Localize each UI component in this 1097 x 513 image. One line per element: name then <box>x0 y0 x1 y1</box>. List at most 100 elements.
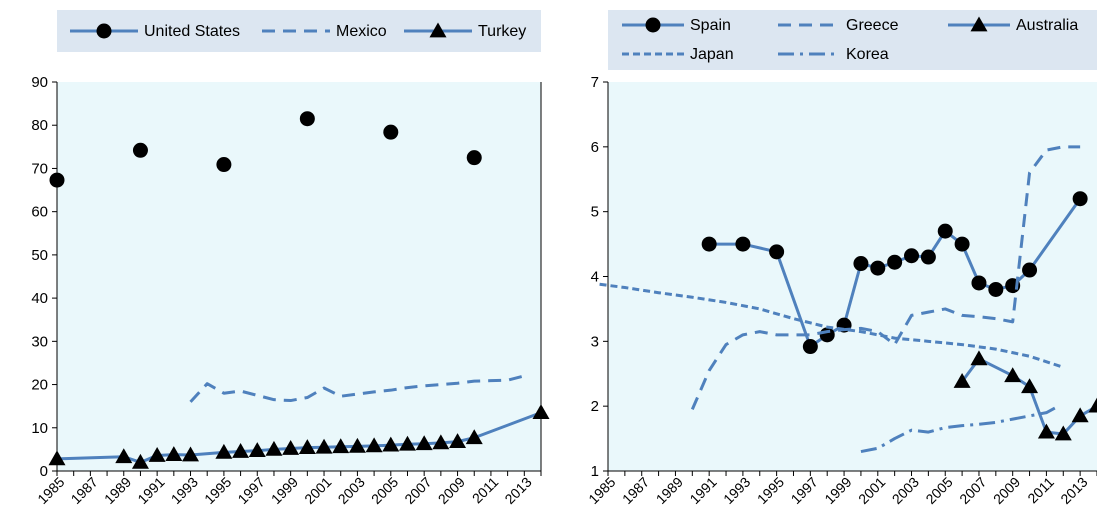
y-tick-label: 90 <box>31 74 48 91</box>
series-spain <box>701 191 1088 355</box>
data-point-turkey <box>131 453 149 469</box>
data-point-australia <box>1037 423 1055 439</box>
data-point-turkey <box>398 435 416 451</box>
data-point-turkey <box>365 437 383 453</box>
series-line-mexico <box>189 374 525 403</box>
y-tick-label: 0 <box>40 463 48 480</box>
data-point-australia <box>1071 407 1089 423</box>
data-point-spain <box>904 248 920 264</box>
data-point-turkey <box>415 435 433 451</box>
data-point-spain <box>1022 262 1038 278</box>
legend-item-turkey: Turkey <box>404 22 526 40</box>
chart-panel-left: United States Mexico Turkey 0 10 20 30 40 50 60 7… <box>31 10 550 507</box>
data-point-turkey <box>432 434 450 450</box>
data-point-spain <box>853 256 869 272</box>
y-tick-label: 50 <box>31 247 48 264</box>
series-greece <box>690 145 1081 411</box>
x-tick-label: 1995 <box>754 474 787 507</box>
data-point-turkey <box>182 446 200 462</box>
data-point-spain <box>920 249 936 265</box>
series-line-korea <box>860 406 1056 454</box>
data-point-turkey <box>232 443 250 458</box>
x-tick-label: 1995 <box>201 474 234 507</box>
data-point-spain <box>735 236 751 252</box>
data-point-turkey <box>165 446 183 461</box>
data-point-turkey <box>148 446 166 462</box>
legend-label: Turkey <box>478 23 526 40</box>
series-turkey <box>48 404 550 469</box>
data-point-spain <box>802 339 818 355</box>
series-japan <box>599 282 1064 369</box>
y-tick-label: 20 <box>31 377 48 394</box>
data-point-united-states <box>466 150 482 166</box>
series-line-japan <box>599 282 1064 369</box>
data-point-spain <box>887 254 903 270</box>
chart-panel-right: Spain Greece Australia Japan Korea 1 2 3 4 5 6 7 19… <box>585 10 1097 507</box>
legend-marker <box>96 23 112 39</box>
legend-label: Australia <box>1016 17 1078 34</box>
x-tick-label: 2013 <box>1057 474 1090 507</box>
x-tick-label: 2003 <box>889 474 922 507</box>
legend-item-greece: Greece <box>778 17 899 34</box>
x-tick-label: 1991 <box>686 474 719 507</box>
data-point-turkey <box>298 439 316 455</box>
data-point-turkey <box>265 440 283 456</box>
legend-item-mexico: Mexico <box>262 23 387 40</box>
legend-item-australia: Australia <box>948 16 1078 34</box>
legend-marker <box>429 22 447 38</box>
x-tick-label: 1997 <box>788 474 821 507</box>
y-tick-label: 40 <box>31 290 48 307</box>
x-tick-label: 2001 <box>301 474 334 507</box>
data-point-turkey <box>465 429 483 445</box>
data-point-united-states <box>299 111 315 127</box>
data-point-turkey <box>215 443 233 459</box>
series-korea <box>860 406 1056 454</box>
data-point-turkey <box>348 437 366 453</box>
x-tick-label: 2007 <box>956 474 989 507</box>
x-tick-label: 1993 <box>168 474 201 507</box>
data-point-australia <box>970 350 988 366</box>
legend-right: Spain Greece Australia Japan Korea <box>622 16 1078 63</box>
data-point-turkey <box>282 440 300 455</box>
data-point-australia <box>1021 378 1039 394</box>
x-tick-label: 2013 <box>501 474 534 507</box>
x-tick-label: 1993 <box>720 474 753 507</box>
legend-item-japan: Japan <box>622 46 734 63</box>
x-tick-label: 1987 <box>68 474 101 507</box>
y-tick-label: 5 <box>591 204 599 221</box>
data-point-spain <box>819 327 835 343</box>
data-point-turkey <box>248 442 266 458</box>
x-tick-label: 2005 <box>368 474 401 507</box>
data-point-australia <box>1088 397 1097 413</box>
data-point-turkey <box>332 438 350 454</box>
legend-left: United States Mexico Turkey <box>70 22 526 40</box>
x-tick-label: 2001 <box>855 474 888 507</box>
x-tick-label: 1999 <box>268 474 301 507</box>
series-mexico <box>189 374 525 403</box>
legend-marker <box>970 16 988 32</box>
y-tick-label: 30 <box>31 333 48 350</box>
data-point-spain <box>937 223 953 239</box>
y-tick-label: 1 <box>591 463 599 480</box>
data-point-spain <box>870 260 886 276</box>
x-tick-label: 2011 <box>1024 474 1057 507</box>
x-tick-label: 2003 <box>335 474 368 507</box>
data-point-spain <box>769 244 785 260</box>
data-point-united-states <box>216 157 232 173</box>
legend-label: United States <box>144 23 240 40</box>
data-point-united-states <box>383 124 399 140</box>
legend-box-right <box>608 10 1097 70</box>
y-tick-label: 60 <box>31 204 48 221</box>
data-point-australia <box>953 373 971 388</box>
data-point-spain <box>954 236 970 252</box>
data-point-australia <box>1054 425 1072 441</box>
series-line-greece <box>690 145 1081 411</box>
data-point-turkey <box>382 436 400 452</box>
x-tick-label: 1997 <box>234 474 267 507</box>
data-point-spain <box>971 275 987 291</box>
series-layer-left <box>48 111 550 469</box>
x-tick-label: 2005 <box>922 474 955 507</box>
x-tick-label: 1989 <box>653 474 686 507</box>
legend-label: Spain <box>690 17 731 34</box>
